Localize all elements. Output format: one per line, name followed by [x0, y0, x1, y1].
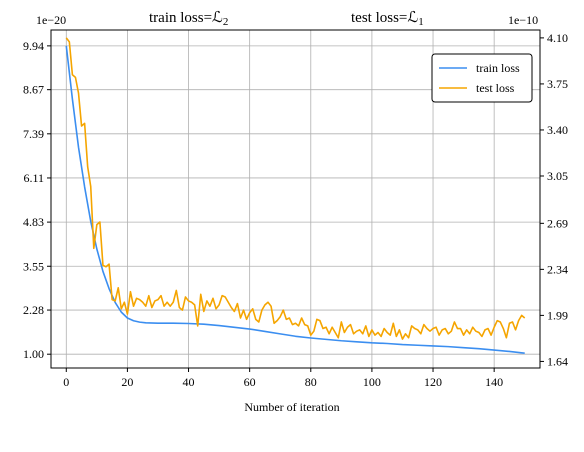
right-y-tick-label: 1.99	[547, 308, 568, 322]
right-offset-label: 1e−10	[508, 13, 538, 27]
test-loss-title-main: test loss=ℒ	[351, 10, 418, 26]
left-y-tick-label: 3.55	[23, 259, 44, 273]
legend-frame	[431, 53, 533, 103]
x-tick-label: 80	[305, 375, 317, 389]
train-loss-line	[65, 45, 525, 354]
x-tick-label: 20	[121, 375, 133, 389]
right-y-tick-label: 3.05	[547, 169, 568, 183]
left-y-tick-label: 9.94	[23, 39, 44, 53]
train-loss-title-main: train loss=ℒ	[149, 10, 223, 26]
x-tick-label: 40	[183, 375, 195, 389]
x-tick-label: 60	[244, 375, 256, 389]
right-y-axis-ticks: 1.64 1.99 2.34 2.69 3.05 3.40 3.75 4.10	[540, 31, 568, 368]
left-offset-label: 1e−20	[36, 13, 66, 27]
right-y-tick-label: 4.10	[547, 31, 568, 45]
right-y-tick-label: 2.69	[547, 216, 568, 230]
legend-label-test: test loss	[476, 81, 515, 95]
series-layer	[65, 37, 526, 354]
left-y-tick-label: 7.39	[23, 127, 44, 141]
right-y-tick-label: 1.64	[547, 354, 568, 368]
x-axis-label: Number of iteration	[244, 400, 339, 414]
right-y-tick-label: 3.40	[547, 123, 568, 137]
plot-frame	[50, 29, 541, 369]
left-y-tick-label: 2.28	[23, 303, 44, 317]
legend-label-train: train loss	[476, 61, 520, 75]
left-y-tick-label: 6.11	[23, 171, 44, 185]
test-loss-title-sub: 1	[418, 16, 424, 28]
right-y-tick-label: 3.75	[547, 77, 568, 91]
x-tick-label: 0	[63, 375, 69, 389]
x-tick-label: 100	[363, 375, 381, 389]
legend: train loss test loss	[431, 53, 533, 103]
x-tick-label: 140	[485, 375, 503, 389]
train-loss-title-sub: 2	[223, 16, 229, 28]
grid	[51, 30, 540, 368]
train-loss-title: train loss=ℒ2	[149, 10, 228, 28]
test-loss-title: test loss=ℒ1	[351, 10, 424, 28]
left-y-tick-label: 1.00	[23, 347, 44, 361]
x-tick-label: 120	[424, 375, 442, 389]
left-y-tick-label: 8.67	[23, 83, 44, 97]
left-y-axis-ticks: 1.00 2.28 3.55 4.83 6.11 7.39 8.67 9.94	[23, 39, 51, 361]
test-loss-line	[65, 37, 526, 340]
left-y-tick-label: 4.83	[23, 215, 44, 229]
x-axis-ticks: 0 20 40 60 80 100 120 140	[63, 368, 503, 389]
right-y-tick-label: 2.34	[547, 262, 568, 276]
